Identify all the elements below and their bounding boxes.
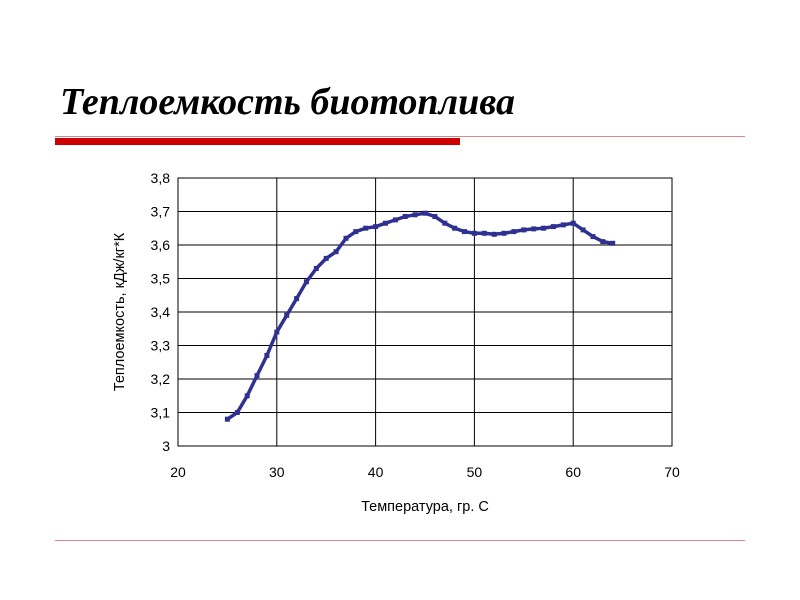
- data-point: [521, 227, 527, 233]
- data-point: [580, 227, 586, 233]
- x-axis-title: Температура, гр. С: [361, 499, 489, 515]
- data-point: [442, 220, 448, 226]
- data-point: [511, 229, 517, 235]
- data-point: [432, 214, 438, 219]
- data-point: [402, 214, 408, 219]
- data-point: [501, 230, 507, 236]
- data-point: [373, 224, 379, 230]
- data-point: [234, 410, 240, 415]
- y-tick-label: 3,8: [151, 170, 171, 186]
- title-underline-thick: [55, 138, 460, 145]
- series-1: [224, 210, 616, 422]
- data-point: [462, 229, 467, 235]
- data-point: [491, 231, 497, 237]
- x-tick-label: 50: [467, 464, 483, 480]
- data-point: [343, 235, 349, 241]
- y-tick-label: 3,3: [151, 338, 171, 354]
- data-point: [550, 224, 556, 230]
- data-point: [600, 239, 606, 245]
- series-line: [225, 211, 615, 421]
- y-axis-title: Теплоемкость, кДж/кг*К: [112, 232, 128, 391]
- x-tick-label: 30: [269, 464, 285, 480]
- data-point: [244, 393, 250, 399]
- data-point: [313, 266, 319, 271]
- data-point: [570, 220, 576, 226]
- data-point: [264, 353, 270, 358]
- data-point: [254, 373, 260, 379]
- y-tick-label: 3,7: [151, 204, 171, 220]
- data-point: [224, 416, 230, 422]
- data-point: [610, 240, 616, 246]
- data-point: [481, 230, 487, 236]
- y-tick-label: 3,1: [151, 405, 171, 421]
- title-underline-thin: [55, 136, 745, 137]
- y-tick-label: 3,4: [151, 304, 171, 320]
- x-tick-label: 20: [170, 464, 186, 480]
- data-point: [471, 230, 477, 236]
- y-tick-label: 3: [162, 438, 170, 454]
- data-point: [274, 329, 280, 335]
- slide-title: Теплоемкость биотоплива: [60, 81, 516, 123]
- y-tick-label: 3,5: [151, 271, 171, 287]
- y-ticks: 3 3,1 3,2 3,3 3,4 3,5 3,6 3,7 3,8: [151, 170, 171, 454]
- data-point: [560, 222, 566, 228]
- data-point: [541, 225, 547, 231]
- data-point: [452, 225, 458, 231]
- data-point: [392, 217, 398, 223]
- data-point: [383, 220, 388, 226]
- data-point: [353, 229, 359, 235]
- data-point: [422, 210, 428, 216]
- x-tick-label: 60: [565, 464, 581, 480]
- data-point: [333, 249, 339, 255]
- data-point: [412, 212, 418, 218]
- x-ticks: 20 30 40 50 60 70: [170, 464, 680, 480]
- plot-border: [177, 177, 673, 447]
- data-point: [303, 279, 309, 285]
- data-point: [284, 312, 290, 318]
- data-point: [531, 226, 537, 232]
- data-point: [323, 255, 329, 261]
- y-tick-label: 3,6: [151, 237, 171, 253]
- data-point: [590, 234, 596, 240]
- x-tick-label: 40: [368, 464, 384, 480]
- footer-rule: [55, 540, 745, 541]
- y-tick-label: 3,2: [151, 371, 171, 387]
- data-point: [363, 225, 369, 231]
- x-tick-label: 70: [664, 464, 680, 480]
- data-point: [294, 296, 300, 302]
